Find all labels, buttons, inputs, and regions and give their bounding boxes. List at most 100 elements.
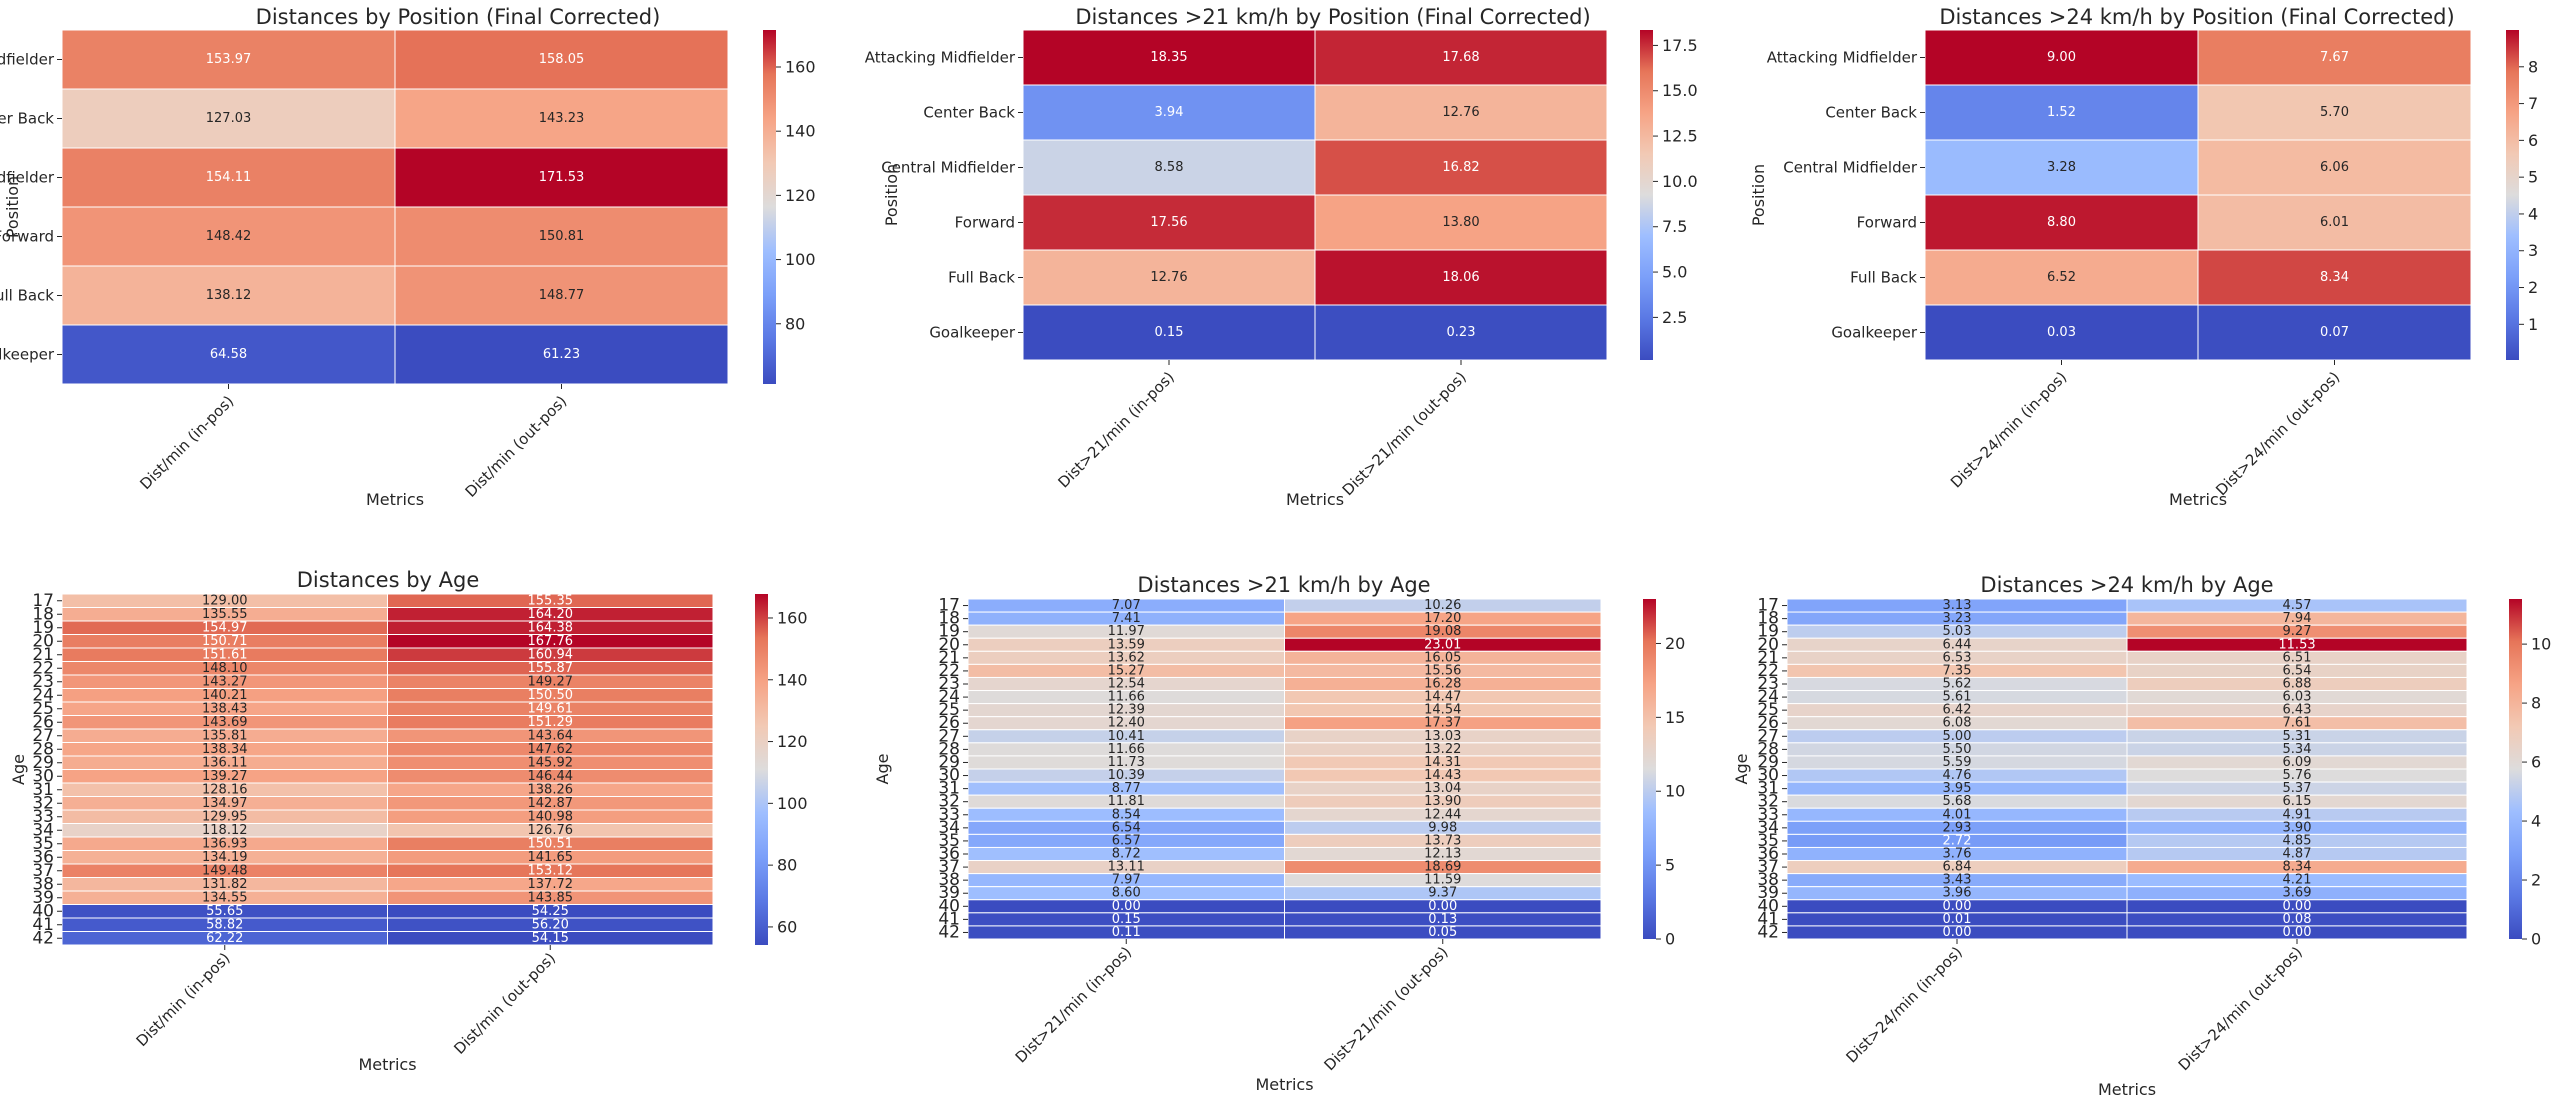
colorbar-tick-label: 160 [777, 608, 808, 627]
heatmap-panel-3: Distances >24 km/h by Position (Final Co… [1749, 5, 2538, 509]
cell-value-label: 134.19 [202, 850, 248, 865]
cell-value-label: 9.00 [2047, 50, 2076, 65]
cell-value-label: 18.35 [1150, 50, 1187, 65]
cell-value-label: 155.87 [528, 661, 574, 676]
y-tick-label: 42 [938, 922, 960, 942]
cell-value-label: 56.20 [532, 917, 569, 932]
y-tick-label: 29 [938, 752, 960, 772]
y-tick-label: Goalkeeper [0, 346, 55, 364]
y-tick-label: 31 [1757, 779, 1779, 799]
colorbar-tick-label: 20 [1665, 634, 1685, 653]
cell-value-label: 12.54 [1108, 677, 1145, 692]
cell-value-label: 10.41 [1108, 729, 1145, 744]
chart-title: Distances >24 km/h by Position (Final Co… [1939, 5, 2454, 29]
colorbar-tick-label: 80 [777, 856, 797, 875]
y-tick-label: 22 [32, 658, 54, 678]
x-axis-label: Metrics [2169, 490, 2227, 509]
y-tick-label: 34 [32, 820, 54, 840]
cell-value-label: 0.23 [1447, 325, 1476, 340]
y-tick-label: Full Back [948, 269, 1015, 287]
cell-value-label: 55.65 [206, 904, 243, 919]
cell-value-label: 5.37 [2283, 781, 2312, 796]
x-axis-label: Metrics [366, 490, 424, 509]
heatmap-cell [61, 29, 396, 90]
y-tick-label: 39 [938, 883, 960, 903]
chart-title: Distances >21 km/h by Position (Final Co… [1075, 5, 1590, 29]
colorbar-tick-label: 2 [2531, 871, 2541, 890]
y-axis-label: Position [882, 164, 901, 226]
cell-value-label: 13.90 [1424, 794, 1461, 809]
cell-value-label: 8.34 [2283, 860, 2312, 875]
cell-value-label: 135.55 [202, 607, 248, 622]
cell-value-label: 11.59 [1424, 873, 1461, 888]
y-tick-label: 19 [1757, 622, 1779, 642]
y-tick-label: 36 [1757, 844, 1779, 864]
y-tick-label: 22 [1757, 661, 1779, 681]
colorbar-tick-label: 2 [2528, 278, 2538, 297]
cell-value-label: 10.39 [1108, 768, 1145, 783]
colorbar-tick-label: 10 [2531, 635, 2551, 654]
y-tick-label: 27 [32, 726, 54, 746]
y-tick-label: Forward [1857, 214, 1917, 232]
y-tick-label: Forward [0, 228, 54, 246]
x-tick-label: Dist>24/min (in-pos) [1947, 368, 2070, 491]
cell-value-label: 54.25 [532, 904, 569, 919]
heatmap-cell [1314, 139, 1608, 196]
cell-value-label: 151.29 [528, 715, 574, 730]
x-tick-label: Dist/min (in-pos) [133, 949, 234, 1050]
cell-value-label: 6.08 [1943, 716, 1972, 731]
y-tick-label: 33 [938, 805, 960, 825]
colorbar-tick-label: 100 [777, 794, 808, 813]
colorbar-tick-label: 17.5 [1662, 36, 1698, 55]
cell-value-label: 149.61 [528, 701, 574, 716]
heatmap-cell [2197, 304, 2472, 361]
cell-value-label: 0.01 [1943, 912, 1972, 927]
cell-value-label: 148.42 [206, 229, 252, 244]
cell-value-label: 148.10 [202, 661, 248, 676]
cell-value-label: 13.22 [1424, 742, 1461, 757]
cell-value-label: 7.07 [1112, 598, 1141, 613]
cell-value-label: 61.23 [543, 347, 580, 362]
cell-value-label: 118.12 [202, 823, 248, 838]
x-tick-label: Dist>24/min (out-pos) [2175, 943, 2306, 1074]
cell-value-label: 0.00 [2283, 899, 2312, 914]
cell-value-label: 11.81 [1108, 794, 1145, 809]
cell-value-label: 0.15 [1112, 912, 1141, 927]
cell-value-label: 8.58 [1155, 160, 1184, 175]
y-tick-label: 28 [32, 739, 54, 759]
cell-value-label: 5.62 [1943, 677, 1972, 692]
y-tick-label: 21 [32, 645, 54, 665]
cell-value-label: 0.00 [1428, 899, 1457, 914]
colorbar-tick-label: 4 [2528, 204, 2538, 223]
cell-value-label: 4.21 [2283, 873, 2312, 888]
y-tick-label: 41 [1757, 909, 1779, 929]
y-tick-label: 20 [1757, 635, 1779, 655]
heatmap-cell [394, 265, 729, 326]
cell-value-label: 9.27 [2283, 624, 2312, 639]
y-tick-label: 26 [32, 712, 54, 732]
y-tick-label: 23 [32, 672, 54, 692]
cell-value-label: 154.11 [206, 170, 252, 185]
colorbar-tick-label: 0 [2531, 930, 2541, 949]
heatmap-cell [394, 147, 729, 208]
cell-value-label: 3.69 [2283, 886, 2312, 901]
cell-value-label: 6.57 [1112, 833, 1141, 848]
cell-value-label: 3.94 [1155, 105, 1184, 120]
cell-value-label: 5.34 [2283, 742, 2312, 757]
y-tick-label: 40 [1757, 896, 1779, 916]
x-tick-label: Dist>24/min (in-pos) [1842, 943, 1965, 1066]
cell-value-label: 6.54 [2283, 663, 2312, 678]
cell-value-label: 149.27 [528, 674, 574, 689]
cell-value-label: 5.00 [1943, 729, 1972, 744]
y-tick-label: 42 [32, 928, 54, 948]
cell-value-label: 6.43 [2283, 703, 2312, 718]
cell-value-label: 13.80 [1442, 215, 1479, 230]
cell-value-label: 14.54 [1424, 703, 1461, 718]
cell-value-label: 11.66 [1108, 690, 1145, 705]
cell-value-label: 171.53 [539, 170, 585, 185]
cell-value-label: 6.15 [2283, 794, 2312, 809]
cell-value-label: 7.41 [1112, 611, 1141, 626]
y-tick-label: 18 [938, 609, 960, 629]
cell-value-label: 128.16 [202, 782, 248, 797]
cell-value-label: 138.34 [202, 742, 248, 757]
